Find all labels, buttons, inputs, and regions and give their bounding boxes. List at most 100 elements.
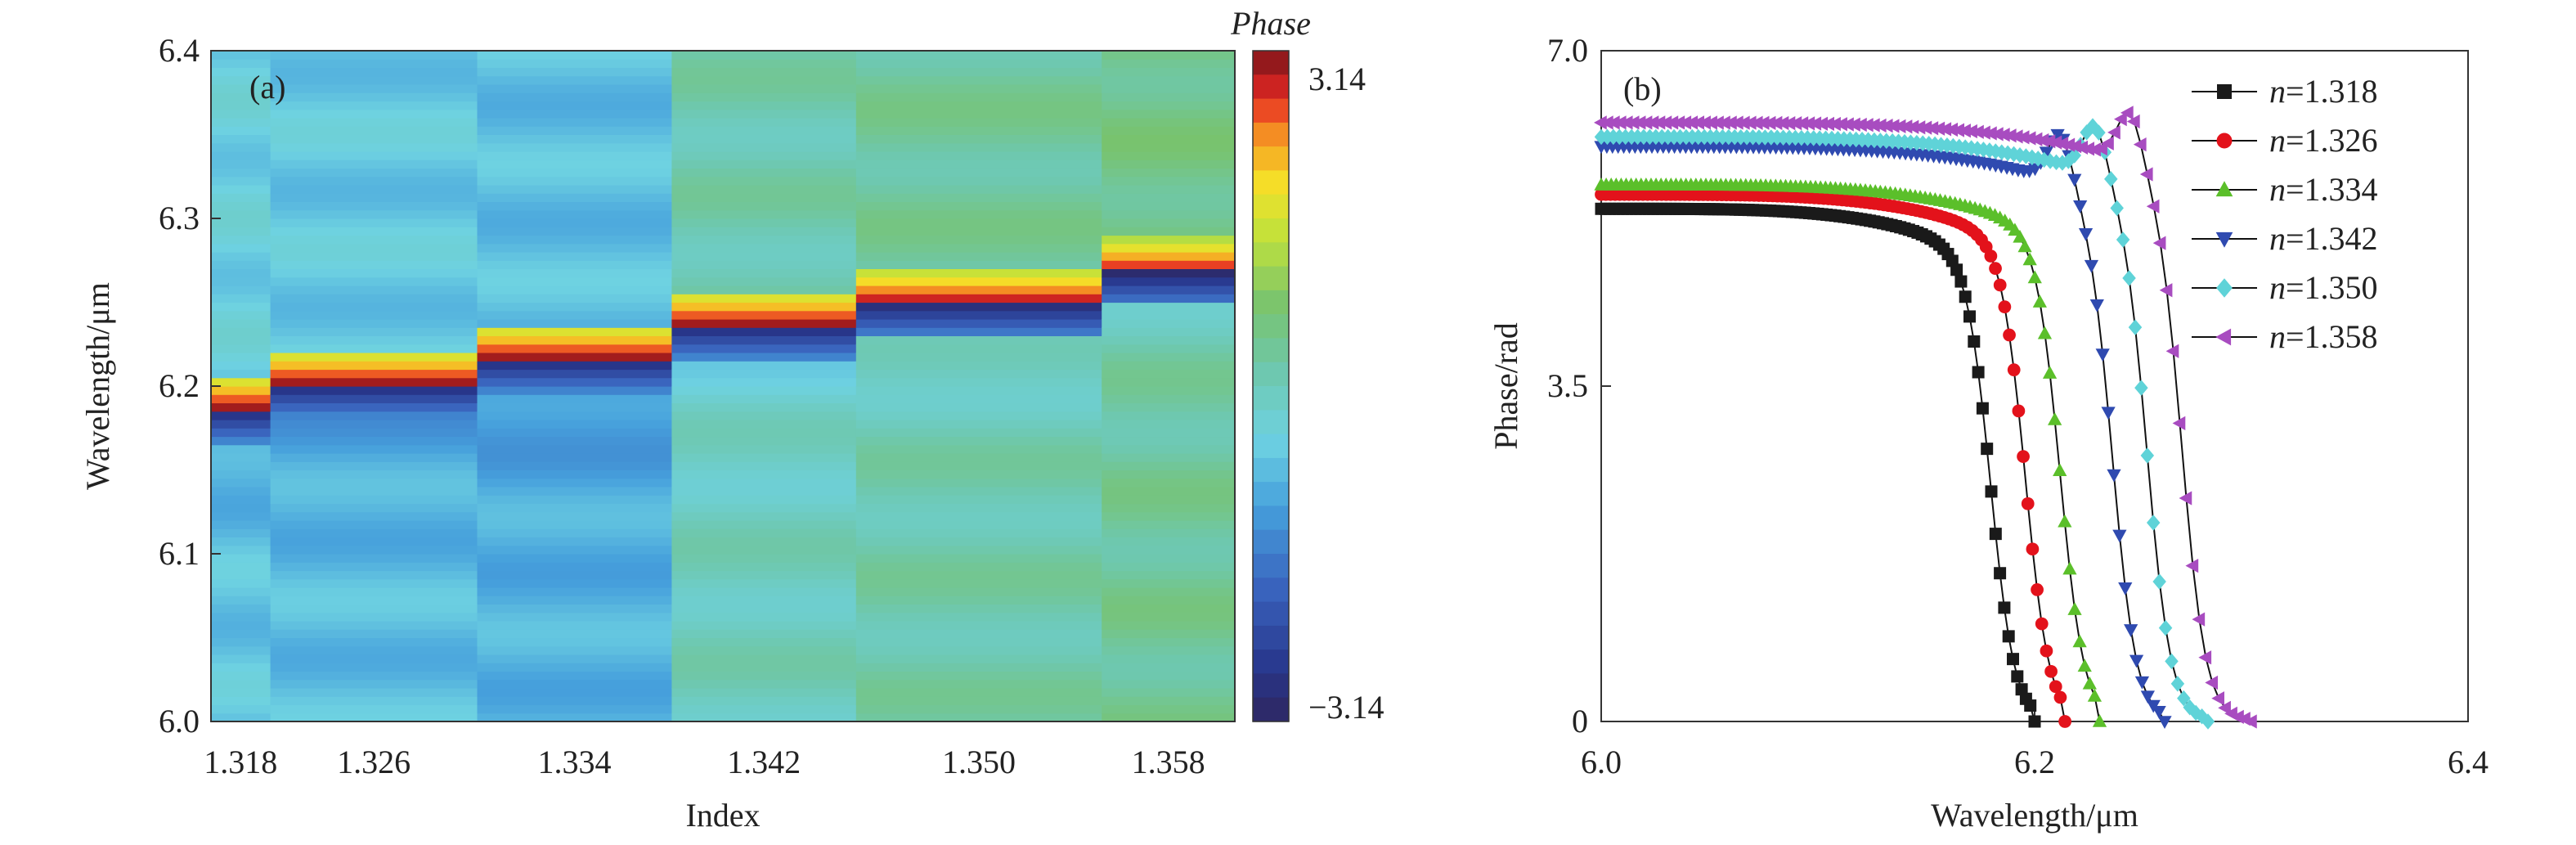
heatmap-cell [1102,218,1236,227]
heatmap-cell [671,335,857,345]
heatmap-cell [477,554,672,563]
heatmap-cell [855,562,1102,572]
data-point [1932,121,1945,136]
data-point [1879,119,1893,133]
heatmap-cell [855,361,1102,371]
data-point [2012,404,2026,418]
data-point [2205,675,2219,690]
colorbar-segment [1253,482,1289,506]
data-point [2003,128,2017,143]
heatmap-cell [477,587,672,596]
heatmap-cell [671,126,857,135]
line-chart-legend: n=1.318 n=1.326 n=1.334 n=1.342 n=1.350 n=1.3… [2192,73,2378,355]
heatmap-cell [211,645,272,655]
data-point [2058,514,2072,528]
heatmap-cell [211,285,272,294]
heatmap-cell [855,302,1102,312]
heatmap-cell [270,252,478,261]
data-point [2107,469,2121,483]
heatmap-cell [1102,109,1236,119]
heatmap-cell [671,596,857,605]
colorbar-segment [1253,242,1289,267]
heatmap-cell [211,495,272,505]
heatmap-cell [270,84,478,93]
heatmap-cell [671,386,857,395]
legend-entry: n=1.318 [2269,73,2378,110]
heatmap-cell [855,712,1102,722]
heatmap-cell [855,294,1102,303]
heatmap-cell [1102,386,1236,395]
heatmap-cell [211,319,272,328]
phase-colorbar [1253,51,1289,722]
heatmap-cell [855,353,1102,362]
heatmap-cell [270,612,478,622]
data-point [2082,676,2097,690]
data-point [1964,124,1977,139]
heatmap-y-tick-label: 6.1 [159,535,200,572]
heatmap-cell [671,118,857,127]
heatmap-cell [477,436,672,446]
data-point [2172,416,2186,430]
heatmap-cell [270,511,478,521]
heatmap-cell [671,520,857,529]
data-point [2028,715,2041,728]
heatmap-cell [211,578,272,588]
colorbar-max-label: 3.14 [1308,61,1366,97]
heatmap-cell [855,612,1102,622]
heatmap-cell [671,276,857,286]
heatmap-cell [477,377,672,387]
heatmap-cell [671,327,857,336]
data-point [2128,319,2143,335]
data-point [1971,124,1984,139]
data-point [2092,714,2107,727]
heatmap-cell [477,688,672,697]
data-point [2088,142,2101,157]
data-point [2055,136,2069,151]
heatmap-cell [477,142,672,152]
heatmap-cell [477,319,672,328]
data-point [1968,335,1981,348]
heatmap-cell [270,59,478,68]
data-point [1854,117,1867,133]
line-x-tick-label: 6.0 [1581,744,1622,780]
legend-entry: n=1.358 [2269,318,2378,355]
heatmap-cell [671,294,857,303]
heatmap-cell [671,604,857,614]
heatmap-cell [211,554,272,563]
heatmap-cell [855,59,1102,68]
data-point [2134,380,2148,396]
heatmap-cell [1102,520,1236,529]
data-point [1892,119,1906,134]
data-point [1998,601,2011,614]
data-point [2032,294,2047,308]
line-y-tick-label: 0 [1572,703,1588,739]
heatmap-cell [270,386,478,395]
heatmap-cell [211,612,272,622]
heatmap-cell [211,243,272,253]
heatmap-cell [270,520,478,529]
data-point [2114,112,2127,127]
heatmap-cell [270,436,478,446]
heatmap-cell [855,671,1102,681]
line-chart-x-label: Wavelength/μm [1931,797,2138,834]
legend-marker [2216,133,2233,149]
data-point [2126,114,2140,129]
heatmap-cell [671,168,857,178]
heatmap-cell [1102,235,1236,245]
heatmap-cell [477,235,672,245]
heatmap-cell [855,51,1102,60]
heatmap-cell [477,671,672,681]
data-point [2092,124,2106,141]
data-point [2146,199,2160,213]
heatmap-cell [270,470,478,479]
heatmap-cell [855,243,1102,253]
data-point [2192,612,2206,627]
heatmap-cell [477,621,672,630]
data-point [1977,125,1990,140]
heatmap-cell [270,126,478,135]
heatmap-cell [211,528,272,537]
heatmap-cell [270,310,478,320]
heatmap-cell [1102,294,1236,303]
heatmap-cell [477,570,672,580]
data-point [2152,706,2166,719]
